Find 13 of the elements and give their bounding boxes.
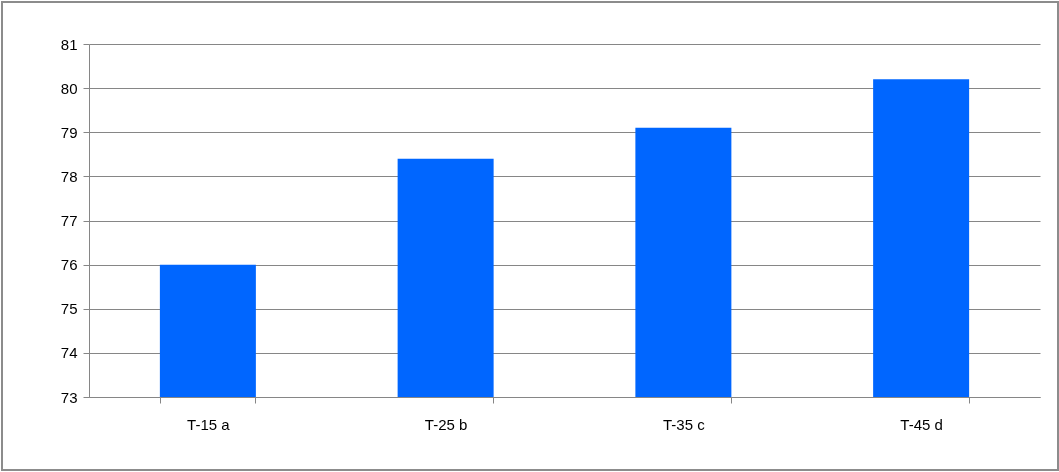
y-tick-label: 81 (60, 35, 78, 53)
x-tick-label: T-25 b (424, 415, 468, 433)
y-tick-label: 73 (60, 388, 78, 406)
x-tick-label: T-35 c (663, 415, 706, 433)
y-tick-label: 79 (60, 123, 78, 141)
y-tick-label: 74 (60, 344, 78, 362)
x-tick-label: T-45 d (900, 415, 943, 433)
y-tick-label: 80 (60, 79, 78, 97)
y-tick-label: 78 (60, 167, 78, 185)
y-tick-label: 77 (60, 212, 78, 229)
x-tick-label: T-15 a (187, 415, 231, 433)
y-tick-label: 75 (60, 300, 78, 318)
y-tick-label: 76 (60, 256, 78, 274)
